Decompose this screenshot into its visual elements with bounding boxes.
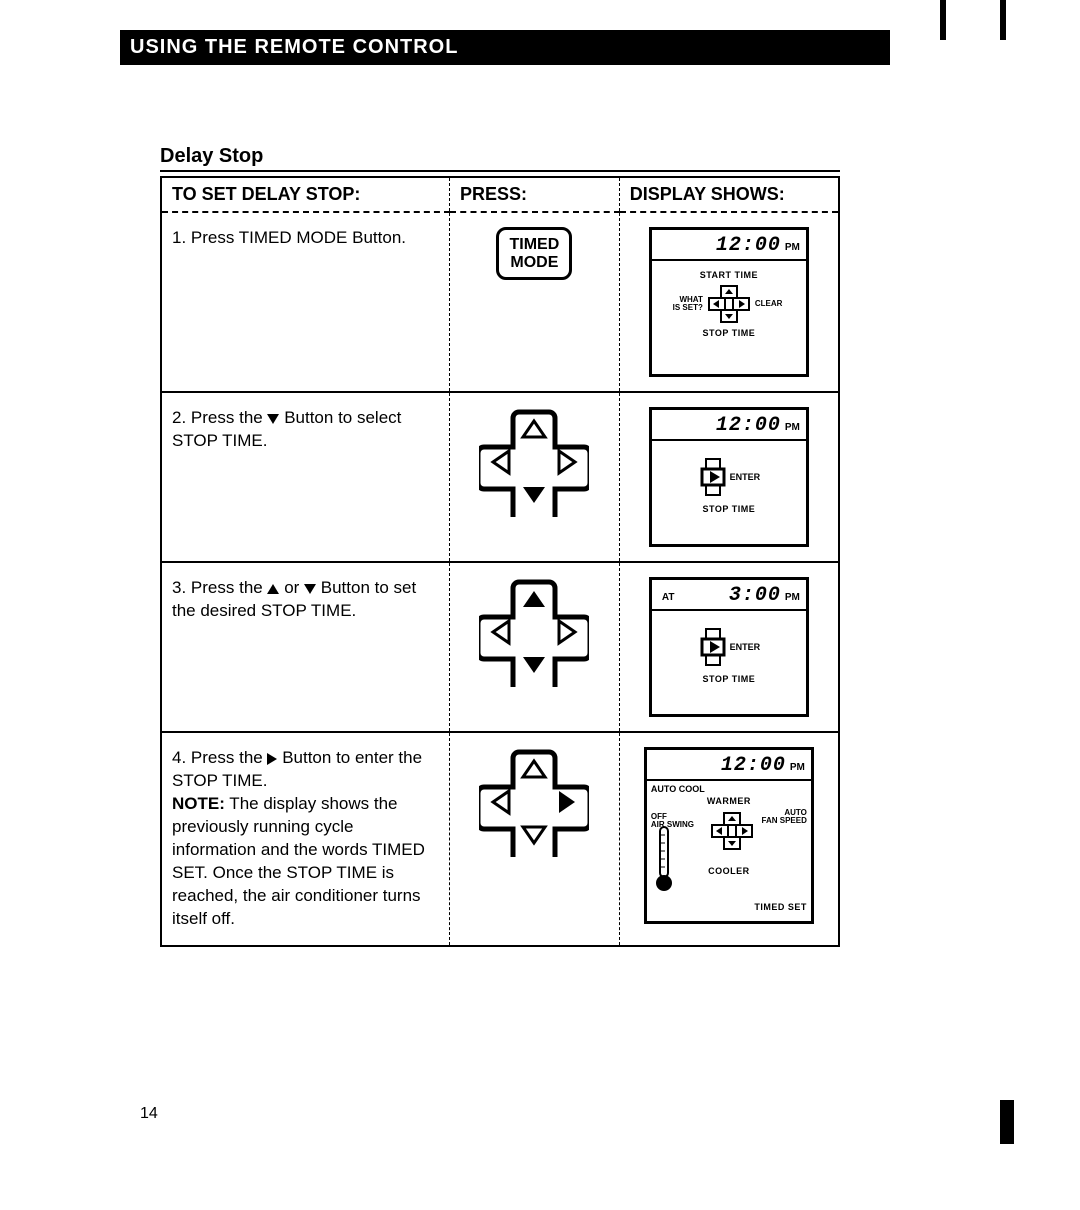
display-warmer: WARMER bbox=[647, 795, 811, 807]
dpad-icon bbox=[479, 407, 589, 517]
table-header-row: TO SET DELAY STOP: PRESS: DISPLAY SHOWS: bbox=[161, 177, 839, 212]
display-start-time: START TIME bbox=[652, 269, 806, 281]
up-arrow-icon bbox=[267, 584, 279, 594]
dpad-icon bbox=[479, 747, 589, 857]
section-title: Delay Stop bbox=[160, 145, 840, 172]
display-time: 12:00 bbox=[721, 752, 786, 779]
display-panel: AT 3:00 PM ENTER STOP TIME bbox=[649, 577, 809, 717]
page: USING THE REMOTE CONTROL Delay Stop TO S… bbox=[120, 30, 890, 947]
step-text-mid: or bbox=[279, 578, 304, 597]
button-label-line2: MODE bbox=[510, 254, 558, 271]
display-at: AT bbox=[662, 591, 675, 605]
display-stop-time: STOP TIME bbox=[652, 503, 806, 515]
display-enter-label: ENTER bbox=[730, 641, 761, 653]
display-time-bar: 12:00 PM bbox=[652, 230, 806, 261]
display-time-bar: 12:00 PM bbox=[652, 410, 806, 441]
display-time: 12:00 bbox=[716, 232, 781, 259]
display-pm: PM bbox=[785, 241, 800, 255]
display-panel: 12:00 PM ENTER STOP TIME bbox=[649, 407, 809, 547]
step-text: Press TIMED MODE Button. bbox=[191, 228, 406, 247]
right-arrow-icon bbox=[267, 753, 277, 765]
display-pm: PM bbox=[785, 591, 800, 605]
display-time-bar: 12:00 PM bbox=[647, 750, 811, 781]
enter-icon bbox=[698, 627, 728, 667]
step-number: 4. bbox=[172, 748, 186, 767]
instruction-table: TO SET DELAY STOP: PRESS: DISPLAY SHOWS:… bbox=[160, 176, 840, 947]
display-panel: 12:00 PM AUTO COOL WARMER OFF AIR SWING … bbox=[644, 747, 814, 924]
display-time-bar: AT 3:00 PM bbox=[652, 580, 806, 611]
display-fanspeed: FAN SPEED bbox=[762, 816, 807, 825]
display-cell: 12:00 PM ENTER STOP TIME bbox=[619, 392, 839, 562]
header-bar: USING THE REMOTE CONTROL bbox=[120, 30, 890, 65]
table-row: 2. Press the Button to select STOP TIME.… bbox=[161, 392, 839, 562]
step-number: 3. bbox=[172, 578, 186, 597]
timed-mode-button: TIMED MODE bbox=[496, 227, 572, 280]
display-cell: AT 3:00 PM ENTER STOP TIME bbox=[619, 562, 839, 732]
display-cell: 12:00 PM AUTO COOL WARMER OFF AIR SWING … bbox=[619, 732, 839, 946]
display-enter: ENTER bbox=[652, 627, 806, 667]
press-cell: TIMED MODE bbox=[450, 212, 620, 392]
table-row: 1. Press TIMED MODE Button. TIMED MODE 1… bbox=[161, 212, 839, 392]
display-enter: ENTER bbox=[652, 457, 806, 497]
display-enter-label: ENTER bbox=[730, 471, 761, 483]
note-label: NOTE: bbox=[172, 794, 225, 813]
press-cell bbox=[450, 392, 620, 562]
col-header-press: PRESS: bbox=[450, 177, 620, 212]
display-timed-set: TIMED SET bbox=[754, 901, 807, 913]
enter-icon bbox=[698, 457, 728, 497]
down-arrow-icon bbox=[267, 414, 279, 424]
step-number: 1. bbox=[172, 228, 186, 247]
display-pm: PM bbox=[785, 421, 800, 435]
note-text: The display shows the previously running… bbox=[172, 794, 425, 928]
dpad-mini-icon bbox=[707, 284, 751, 324]
col-header-display: DISPLAY SHOWS: bbox=[619, 177, 839, 212]
display-panel: 12:00 PM START TIME WHAT IS SET? bbox=[649, 227, 809, 377]
step-text-a: Press the bbox=[191, 748, 268, 767]
col-header-instruction: TO SET DELAY STOP: bbox=[161, 177, 450, 212]
step-text-a: Press the bbox=[191, 408, 268, 427]
header-text: USING THE REMOTE CONTROL bbox=[130, 36, 458, 58]
button-label-line1: TIMED bbox=[509, 236, 559, 253]
display-time: 12:00 bbox=[716, 412, 781, 439]
display-stop-time: STOP TIME bbox=[652, 327, 806, 339]
thermometer-icon bbox=[655, 825, 673, 895]
instruction-cell: 2. Press the Button to select STOP TIME. bbox=[161, 392, 450, 562]
press-cell bbox=[450, 732, 620, 946]
display-cooler: COOLER bbox=[647, 865, 811, 877]
display-autocool: AUTO COOL bbox=[647, 781, 811, 795]
display-what: WHAT IS SET? bbox=[669, 296, 703, 312]
down-arrow-icon bbox=[304, 584, 316, 594]
step-text-a: Press the bbox=[191, 578, 268, 597]
page-number: 14 bbox=[140, 1105, 158, 1123]
display-body: WARMER OFF AIR SWING AUTO FAN SPEED bbox=[647, 795, 811, 915]
display-stop-time: STOP TIME bbox=[652, 673, 806, 685]
display-mid-row: WHAT IS SET? CLEAR bbox=[652, 284, 806, 324]
press-cell bbox=[450, 562, 620, 732]
instruction-cell: 4. Press the Button to enter the STOP TI… bbox=[161, 732, 450, 946]
dpad-icon bbox=[479, 577, 589, 687]
table-row: 3. Press the or Button to set the desire… bbox=[161, 562, 839, 732]
instruction-cell: 3. Press the or Button to set the desire… bbox=[161, 562, 450, 732]
display-pm: PM bbox=[790, 761, 805, 775]
display-time: 3:00 bbox=[729, 582, 781, 609]
instruction-cell: 1. Press TIMED MODE Button. bbox=[161, 212, 450, 392]
table-row: 4. Press the Button to enter the STOP TI… bbox=[161, 732, 839, 946]
display-clear: CLEAR bbox=[755, 300, 789, 308]
step-number: 2. bbox=[172, 408, 186, 427]
dpad-mini-icon bbox=[710, 811, 754, 851]
display-cell: 12:00 PM START TIME WHAT IS SET? bbox=[619, 212, 839, 392]
